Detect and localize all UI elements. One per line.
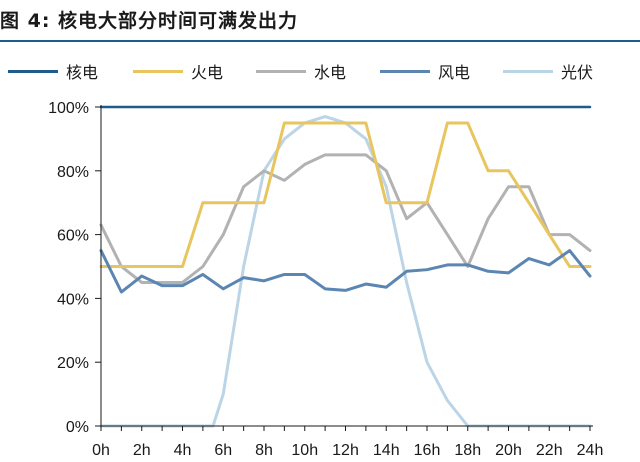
legend-swatch — [8, 69, 58, 73]
figure-title: 图 4: 核电大部分时间可满发出力 — [0, 10, 299, 32]
x-tick-label: 4h — [174, 442, 192, 459]
x-tick-label: 6h — [214, 442, 232, 459]
x-tick-label: 18h — [454, 442, 481, 459]
y-tick-label: 0% — [66, 419, 89, 436]
y-tick-label: 40% — [57, 291, 89, 308]
legend-item: 火电 — [133, 60, 223, 82]
legend-item: 核电 — [8, 60, 98, 82]
x-tick-label: 12h — [332, 442, 359, 459]
x-tick-label: 22h — [536, 442, 563, 459]
legend-swatch — [133, 69, 183, 73]
legend-swatch — [380, 69, 430, 73]
chart-legend: 核电 火电 水电 风电 光伏 — [8, 60, 638, 82]
series-line-1 — [99, 121, 592, 268]
x-tick-label: 16h — [414, 442, 441, 459]
y-tick-label: 80% — [57, 164, 89, 181]
legend-item: 水电 — [256, 60, 346, 82]
legend-swatch — [256, 69, 306, 73]
series-line-4 — [99, 115, 592, 428]
legend-item: 光伏 — [503, 60, 593, 82]
x-tick-label: 0h — [92, 442, 110, 459]
legend-label: 火电 — [191, 63, 224, 82]
series-line-2 — [99, 153, 592, 284]
legend-item: 风电 — [380, 60, 470, 82]
title-divider — [0, 40, 640, 42]
y-tick-label: 100% — [48, 100, 89, 117]
legend-label: 风电 — [438, 63, 471, 82]
legend-label: 光伏 — [561, 63, 594, 82]
y-tick-label: 20% — [57, 355, 89, 372]
x-tick-label: 20h — [495, 442, 522, 459]
x-tick-label: 24h — [577, 442, 604, 459]
series-line-3 — [99, 249, 592, 294]
legend-label: 水电 — [314, 63, 347, 82]
x-tick-label: 10h — [291, 442, 318, 459]
x-tick-label: 8h — [255, 442, 273, 459]
legend-label: 核电 — [66, 63, 99, 82]
legend-swatch — [503, 69, 553, 73]
x-tick-label: 2h — [133, 442, 151, 459]
y-tick-label: 60% — [57, 228, 89, 245]
x-tick-label: 14h — [373, 442, 400, 459]
